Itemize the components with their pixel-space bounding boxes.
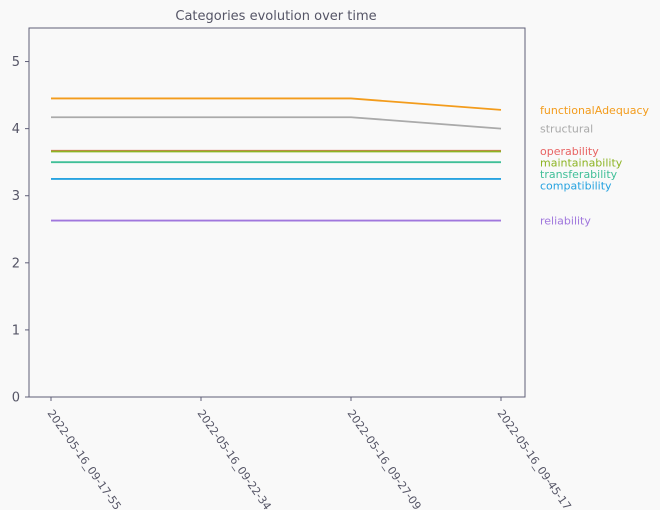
y-tick-label: 3 — [12, 189, 20, 204]
series-lines — [51, 97, 502, 222]
y-tick-label: 2 — [12, 256, 20, 271]
series-line-structural — [51, 116, 502, 130]
legend-label-compatibility: compatibility — [540, 179, 612, 192]
axis-ticks: 0 1 2 3 4 5 2022-05-16_09-17-55 2022-05-16_09-2… — [12, 55, 574, 510]
y-tick-label: 4 — [12, 122, 20, 137]
legend-label-transferability: transferability — [540, 168, 618, 181]
legend-label-operability: operability — [540, 145, 599, 158]
y-tick-label: 0 — [12, 391, 20, 406]
y-tick-label: 5 — [12, 55, 20, 70]
y-tick-label: 1 — [12, 323, 20, 338]
series-line-functionalAdequacy — [51, 97, 502, 111]
legend-label-functionalAdequacy: functionalAdequacy — [540, 104, 650, 117]
legend: functionalAdequacy structural operabilitym… — [540, 104, 650, 228]
x-tick-label: 2022-05-16_09-45-17 — [495, 407, 574, 510]
legend-label-maintainability: maintainability — [540, 156, 623, 169]
plot-area — [28, 27, 526, 398]
chart-title: Categories evolution over time — [175, 9, 376, 24]
x-tick-label: 2022-05-16_09-22-34 — [195, 407, 274, 510]
legend-label-structural: structural — [540, 123, 593, 136]
x-tick-label: 2022-05-16_09-17-55 — [45, 407, 124, 510]
legend-label-reliability: reliability — [540, 215, 591, 228]
x-tick-label: 2022-05-16_09-27-09 — [345, 407, 424, 510]
